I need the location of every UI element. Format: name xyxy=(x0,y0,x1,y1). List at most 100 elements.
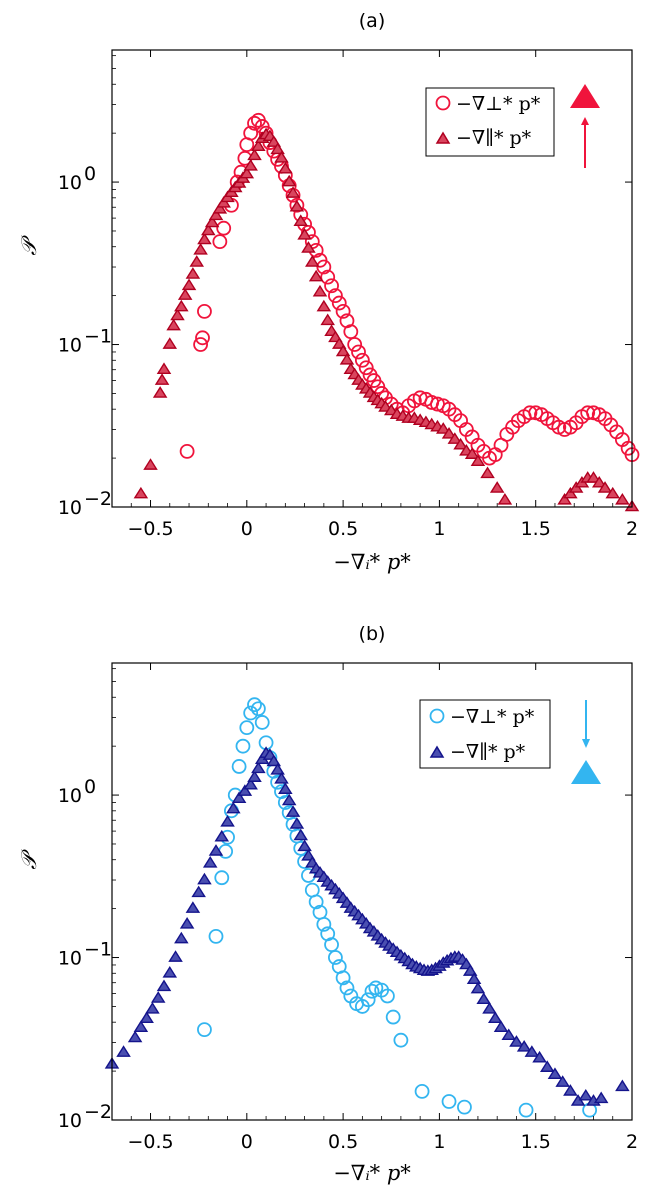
panel-a-series0-point xyxy=(179,443,195,459)
panel-a-series1-point xyxy=(453,437,468,450)
panel-b-legend-triangle-icon xyxy=(429,745,445,758)
panel-b-xtick-label: 1.5 xyxy=(521,1131,551,1153)
panel-a-series0-point xyxy=(195,330,210,346)
panel-b-series1-point xyxy=(615,1079,630,1092)
panel-b-series1-point xyxy=(274,772,289,784)
panel-a-series1-point xyxy=(464,447,480,459)
panel-a-series1-point xyxy=(274,151,289,163)
panel-a-xtick-label: −0.5 xyxy=(127,518,173,540)
panel-a-series1-point xyxy=(208,208,224,221)
panel-b-series0-point xyxy=(247,697,262,713)
panel-a-series0-point xyxy=(343,324,359,340)
panel-a-xtick-label: 1.5 xyxy=(521,518,551,540)
panel-a-series1-point xyxy=(285,186,301,198)
panel-b-series1-point xyxy=(145,1002,160,1014)
panel-a-series1-point xyxy=(586,471,601,483)
panel-b-legend-circle-icon xyxy=(429,708,445,724)
panel-b-series0-point xyxy=(250,701,266,717)
panel-a-xtick-label: 1 xyxy=(433,518,445,540)
panel-a-series1-point xyxy=(557,492,572,505)
panel-b-series1-point xyxy=(266,754,282,767)
panel-a-xlabel: −∇ᵢ* p* xyxy=(333,550,411,574)
panel-b-series1-point xyxy=(470,981,486,994)
panel-a-series1-point xyxy=(154,373,170,385)
panel-b-series1-point xyxy=(270,763,285,775)
panel-b-series0-point xyxy=(231,759,247,774)
panel-a-series1-point xyxy=(239,166,255,179)
panel-a-series1-point xyxy=(251,139,266,152)
panel-b-label: (b) xyxy=(359,623,386,645)
panel-b-series1-point xyxy=(237,784,253,796)
panel-b-series1-point xyxy=(231,791,247,803)
panel-b-series1-point xyxy=(197,872,212,885)
panel-b-series1-point xyxy=(539,1060,555,1072)
panel-a-series1-point xyxy=(197,232,212,245)
panel-a-frame xyxy=(111,49,633,508)
panel-b-series1-point xyxy=(191,885,206,898)
panel-b-series0-point xyxy=(243,705,259,721)
panel-a-ytick-exponent: 0 xyxy=(84,163,96,185)
panel-a-series1-point xyxy=(320,313,335,326)
panel-b-ytick-exponent: −1 xyxy=(84,939,112,961)
panel-a-series1-point xyxy=(189,255,205,267)
panel-b-series1-point xyxy=(532,1050,547,1063)
panel-a-series1-point xyxy=(181,278,197,291)
panel-a-legend-box xyxy=(425,87,555,157)
panel-b-series0-point xyxy=(328,950,343,965)
panel-a-series1-point xyxy=(615,492,630,505)
panel-a-arrow-icon xyxy=(570,84,600,168)
panel-b-series0-point xyxy=(324,937,339,953)
panel-b-series1-point xyxy=(243,777,258,790)
panel-a-series1-point xyxy=(177,288,193,300)
panel-a-ylabel: 𝒫 xyxy=(17,235,41,256)
panel-a-series1-point xyxy=(308,269,324,282)
panel-a-series1-point xyxy=(605,486,621,499)
panel-a-series0-point xyxy=(331,295,347,311)
panel-b-series0-point xyxy=(316,916,332,932)
panel-a-series1-point xyxy=(278,161,293,174)
panel-b-series0-point xyxy=(339,980,355,996)
arrow-up-triangle-icon xyxy=(570,84,600,108)
panel-a-series0-point xyxy=(522,405,538,421)
panel-a-xtick-label: 0.5 xyxy=(328,518,358,540)
panel-b-series1-point xyxy=(462,964,478,976)
panel-b-ytick-label: 10 xyxy=(58,948,82,970)
panel-a-series1-point xyxy=(143,458,158,470)
panel-b-series1-point xyxy=(133,1020,149,1032)
panel-a-series1-point xyxy=(563,486,578,499)
panel-b-series0-point xyxy=(197,1022,212,1038)
panel-a-ytick-label: 10 xyxy=(58,497,82,519)
panel-b-series0-point xyxy=(308,894,324,910)
panel-a-series1-point xyxy=(591,475,607,488)
panel-b-xtick-label: 2 xyxy=(626,1131,638,1153)
panel-a-series0-point xyxy=(358,360,374,376)
panel-b-series0-point xyxy=(393,1032,409,1048)
panel-b-series0-point xyxy=(214,870,230,886)
panel-a-series1-point xyxy=(339,352,355,365)
panel-b-series0-point xyxy=(335,970,351,986)
panel-b-frame xyxy=(111,662,633,1121)
panel-b-series0-point xyxy=(218,844,234,859)
panel-a-series1-point xyxy=(489,481,505,493)
panel-b-series1-point xyxy=(563,1084,578,1096)
panel-b-legend-label-perp: −∇⊥* p* xyxy=(450,706,535,728)
panel-a-series1-point xyxy=(301,241,316,253)
panel-a-legend-triangle-icon xyxy=(435,131,451,144)
panel-b-series1-point xyxy=(208,844,224,856)
panel-b-xtick-label: 1 xyxy=(433,1131,445,1153)
panel-a-series1-point xyxy=(497,492,513,505)
panel-b-series1-point xyxy=(251,761,266,774)
panel-a-series1-point xyxy=(281,174,297,187)
panel-a-series0-point xyxy=(351,344,366,360)
panel-a-series1-point xyxy=(270,142,285,155)
panel-a-series1-point xyxy=(152,386,168,398)
panel-b-series1-point xyxy=(285,805,301,817)
panel-a-ytick-label: 10 xyxy=(58,172,82,194)
panel-a-series1-point xyxy=(335,344,351,357)
panel-b-legend-label-par: −∇∥* p* xyxy=(450,741,526,763)
panel-a-series1-point xyxy=(170,308,185,321)
panel-a-series1-point xyxy=(156,362,172,375)
panel-b-series0-point xyxy=(414,1083,430,1099)
panel-b-series0-point xyxy=(254,715,270,730)
